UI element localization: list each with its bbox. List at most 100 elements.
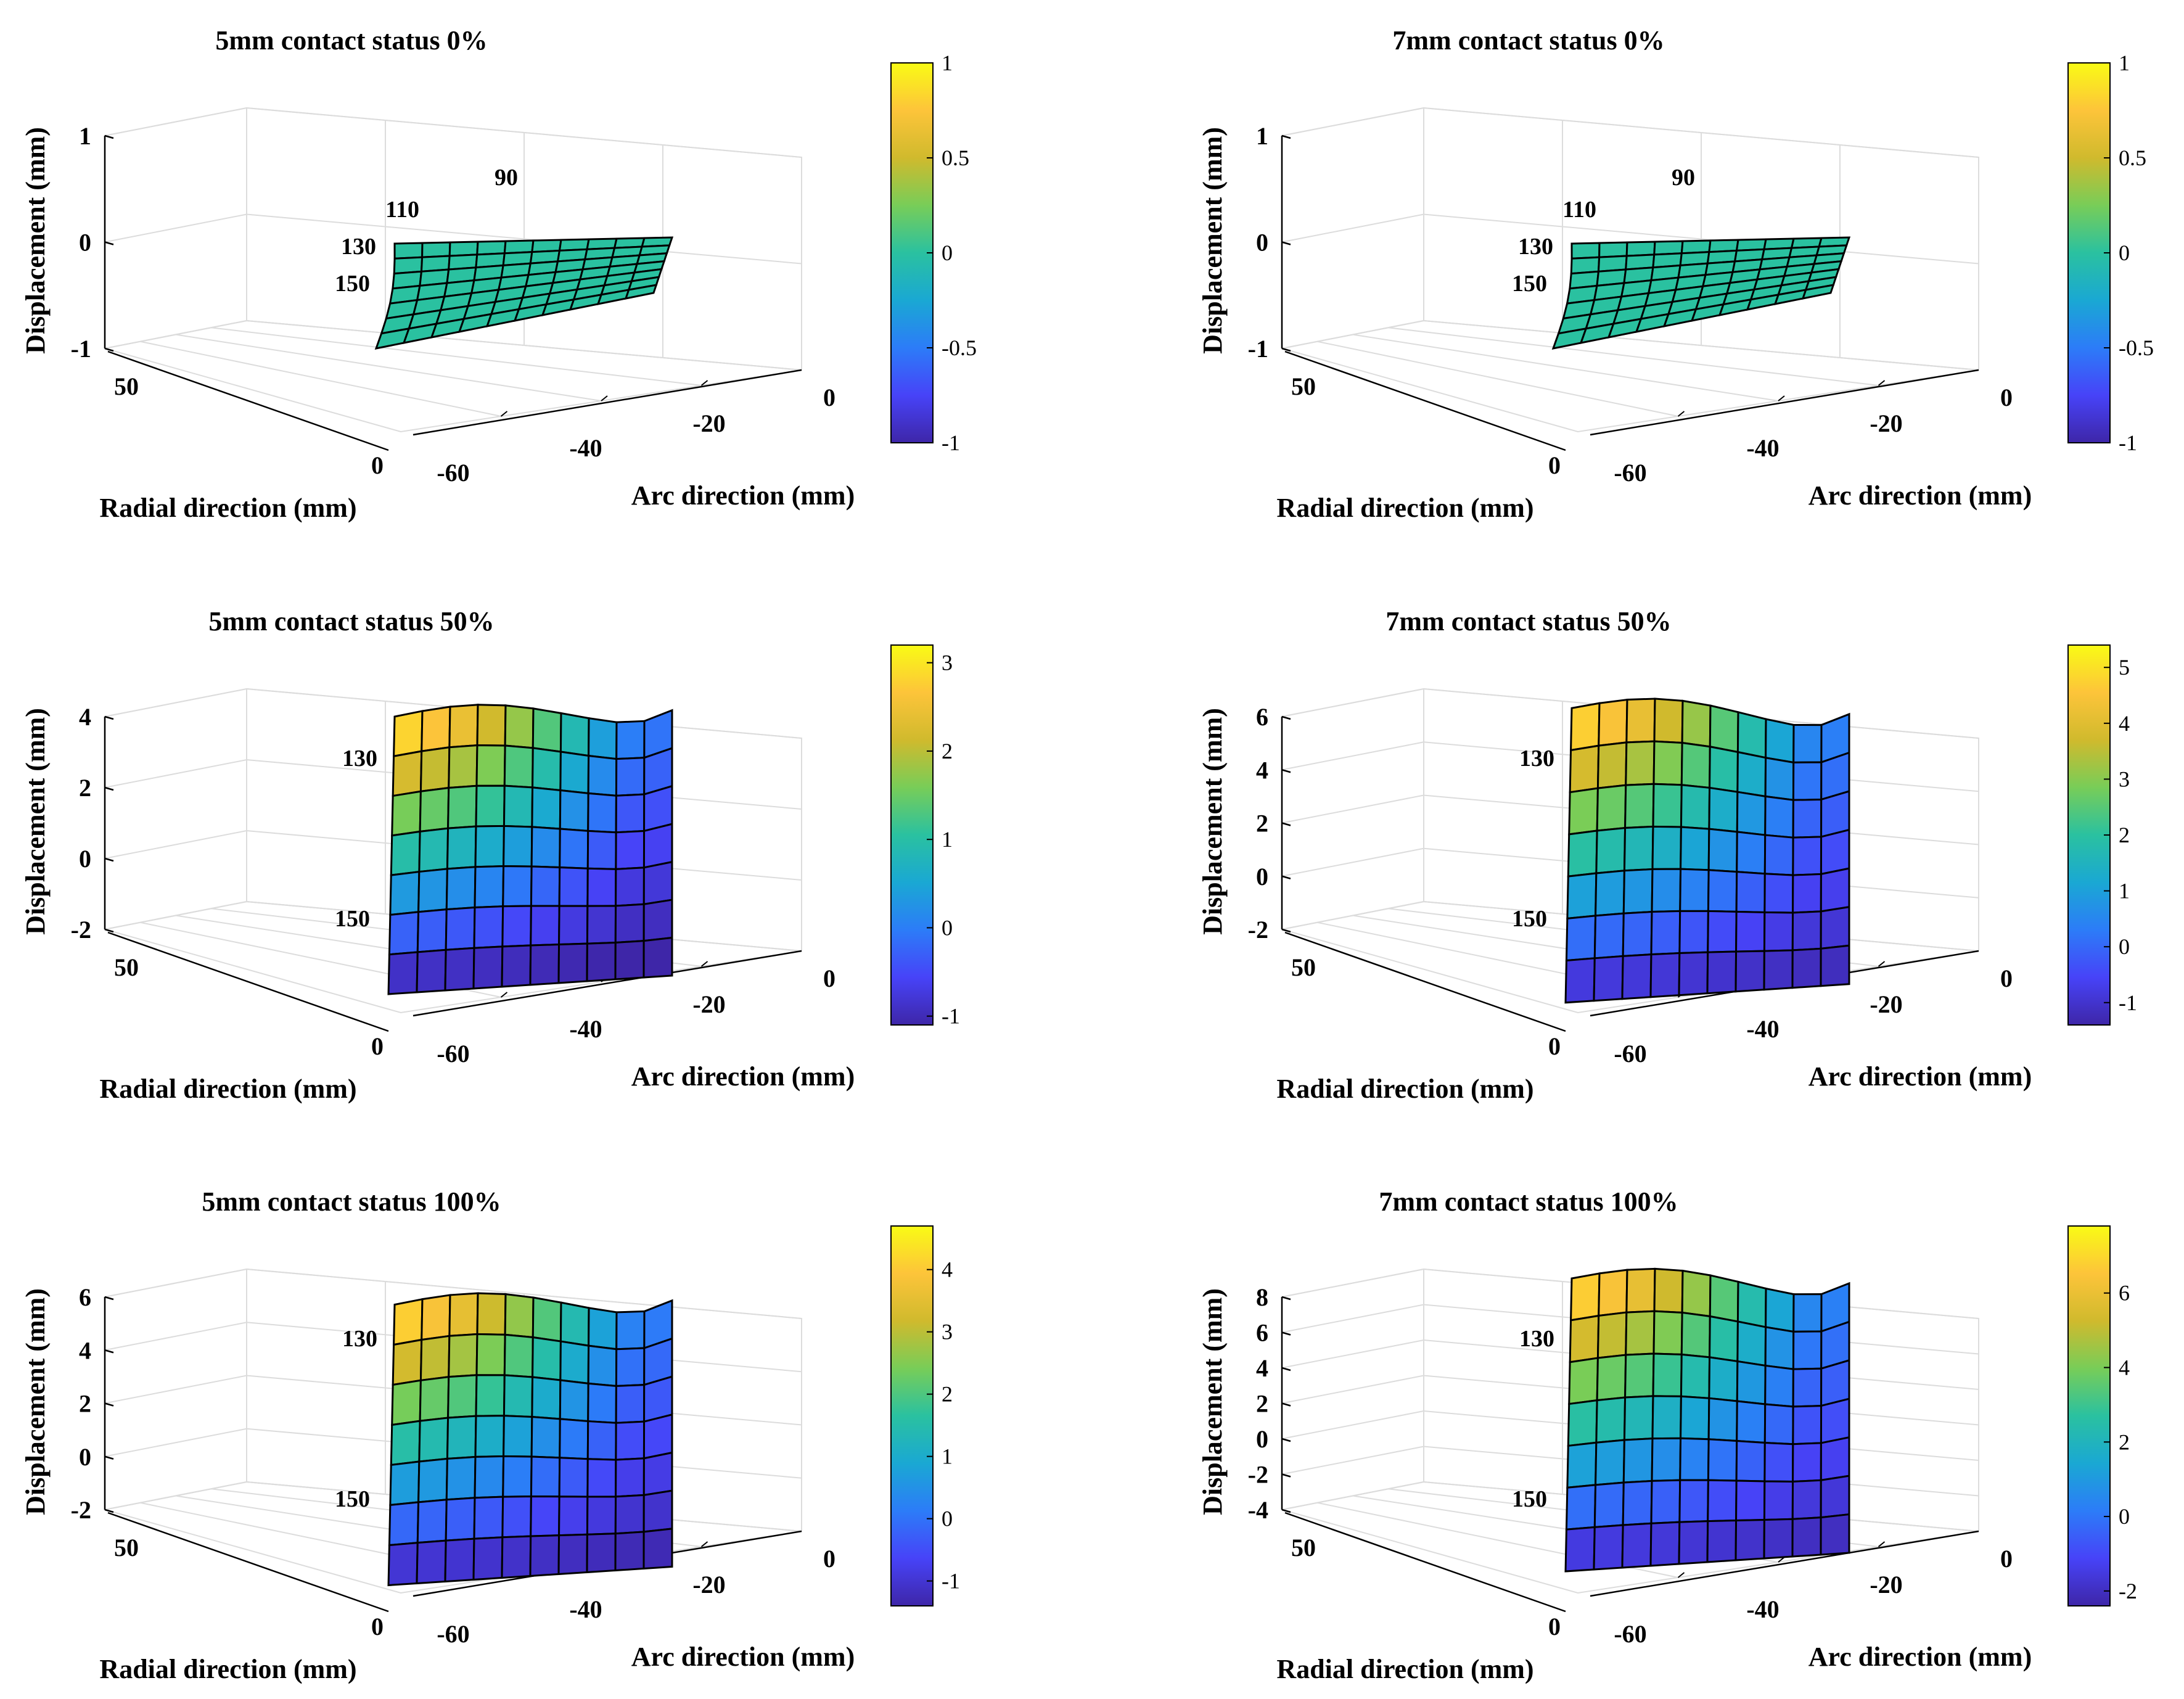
surface-patch <box>1678 910 1709 955</box>
surface-patch <box>1650 1479 1681 1524</box>
colorbar-tick-label: -1 <box>942 1569 960 1594</box>
surface-patch <box>1792 873 1822 914</box>
x-tick-label: -40 <box>569 1015 602 1043</box>
z-tick <box>104 715 114 720</box>
z-tick <box>1281 822 1291 826</box>
surface-patch <box>475 744 506 787</box>
surface-patch <box>1764 1364 1794 1408</box>
colorbar-tick-label: 0 <box>942 915 953 940</box>
y-tick-label: 50 <box>114 372 139 400</box>
colorbar-tick-label: 2 <box>2119 1430 2130 1454</box>
surface-patch <box>421 1294 451 1341</box>
surface-patch <box>1596 1354 1627 1402</box>
surface-patch <box>1680 1311 1711 1359</box>
x-tick-label: 0 <box>2000 1545 2013 1573</box>
colorbar-tick-label: 3 <box>942 651 953 675</box>
surface-patch <box>1792 1330 1823 1370</box>
z-tick-label: 2 <box>79 1390 91 1418</box>
surface-patch <box>1820 828 1850 876</box>
surface-patch <box>1764 795 1794 839</box>
x-tick-label: -60 <box>1614 1040 1646 1068</box>
surface-patch <box>1734 1518 1765 1561</box>
surface-patch <box>642 936 673 979</box>
surface-patch <box>1680 1353 1711 1399</box>
surface-patch <box>1567 1399 1598 1447</box>
surface-patch <box>1791 947 1822 989</box>
y-axis-label: Radial direction (mm) <box>99 1074 356 1104</box>
radius-label: 130 <box>1519 1326 1554 1352</box>
surface-patch <box>1652 1352 1683 1397</box>
surface-patch <box>1736 1360 1767 1405</box>
x-tick-label: -60 <box>1614 459 1646 487</box>
x-tick-label: -20 <box>1870 409 1902 437</box>
colorbar-tick-label: 0.5 <box>2119 146 2146 170</box>
surface-patch <box>1596 784 1627 832</box>
surface-patch <box>586 829 617 870</box>
surface-patch <box>1598 241 1628 258</box>
gridline <box>1281 1375 1424 1404</box>
surface-patch <box>559 712 590 757</box>
surface-patch <box>504 1293 535 1339</box>
colorbar-tick-label: 0 <box>2119 241 2130 265</box>
surface-patch <box>1649 1521 1681 1567</box>
surface-patch <box>1681 1269 1712 1318</box>
colorbar-tick-label: 2 <box>942 739 953 763</box>
z-tick-label: 2 <box>79 774 91 802</box>
colorbar-tick-label: 0 <box>2119 1504 2130 1529</box>
z-tick-label: 2 <box>1256 810 1268 837</box>
surface-patch <box>503 784 534 828</box>
surface-patch <box>444 947 475 992</box>
surface-patch <box>1735 1439 1766 1483</box>
surface-patch <box>392 750 423 797</box>
surface-patch <box>475 784 506 828</box>
surface-patch <box>392 1338 423 1386</box>
colorbar-tick-label: -1 <box>942 430 960 455</box>
x-tick <box>1878 1541 1886 1547</box>
y-axis-label: Radial direction (mm) <box>1276 1654 1533 1684</box>
surface-patch <box>501 944 532 988</box>
surface-patch <box>1792 836 1823 876</box>
gridline <box>1281 688 1424 717</box>
z-tick <box>1281 1331 1291 1336</box>
surface-patch <box>586 905 617 945</box>
z-tick <box>104 1402 114 1407</box>
gridline <box>1352 334 1779 401</box>
surface-patch <box>1593 1481 1625 1529</box>
surface-patch <box>1621 953 1652 1000</box>
surface-patch <box>1736 791 1767 836</box>
surface-patch <box>1763 834 1794 876</box>
y-axis <box>107 1512 389 1613</box>
surface-patch <box>559 1418 589 1460</box>
surface-patch <box>475 1333 506 1376</box>
surface-patch <box>417 1457 448 1504</box>
surface-patch <box>1791 1479 1822 1520</box>
surface-patch <box>532 1296 562 1343</box>
surface-patch <box>473 905 504 949</box>
surface-patch <box>1593 1524 1624 1571</box>
z-axis-label: Displacement (mm) <box>20 127 51 354</box>
surface-patch <box>393 710 424 758</box>
z-tick-label: -1 <box>71 335 91 363</box>
surface-patch <box>1763 1480 1794 1521</box>
y-tick-label: 0 <box>371 451 384 479</box>
surface-patch <box>1820 1475 1850 1519</box>
chart-title: 7mm contact status 100% <box>1379 1187 1678 1217</box>
gridline <box>1281 1304 1424 1333</box>
surface-patch <box>587 792 617 834</box>
colorbar <box>890 1225 934 1606</box>
gridline <box>1281 1269 1424 1298</box>
colorbar-tick-label: 2 <box>2119 823 2130 847</box>
z-tick <box>1281 715 1291 720</box>
surface-patch <box>419 746 451 792</box>
surface-patch <box>557 1533 588 1576</box>
surface-patch <box>1564 957 1596 1004</box>
z-tick-label: -4 <box>1248 1496 1268 1524</box>
surface-patch <box>558 1495 589 1537</box>
x-tick-label: 0 <box>2000 384 2013 411</box>
surface-patch <box>448 744 478 789</box>
surface-patch <box>1765 1287 1795 1333</box>
gridline <box>104 830 247 859</box>
surface-patch <box>416 948 447 993</box>
